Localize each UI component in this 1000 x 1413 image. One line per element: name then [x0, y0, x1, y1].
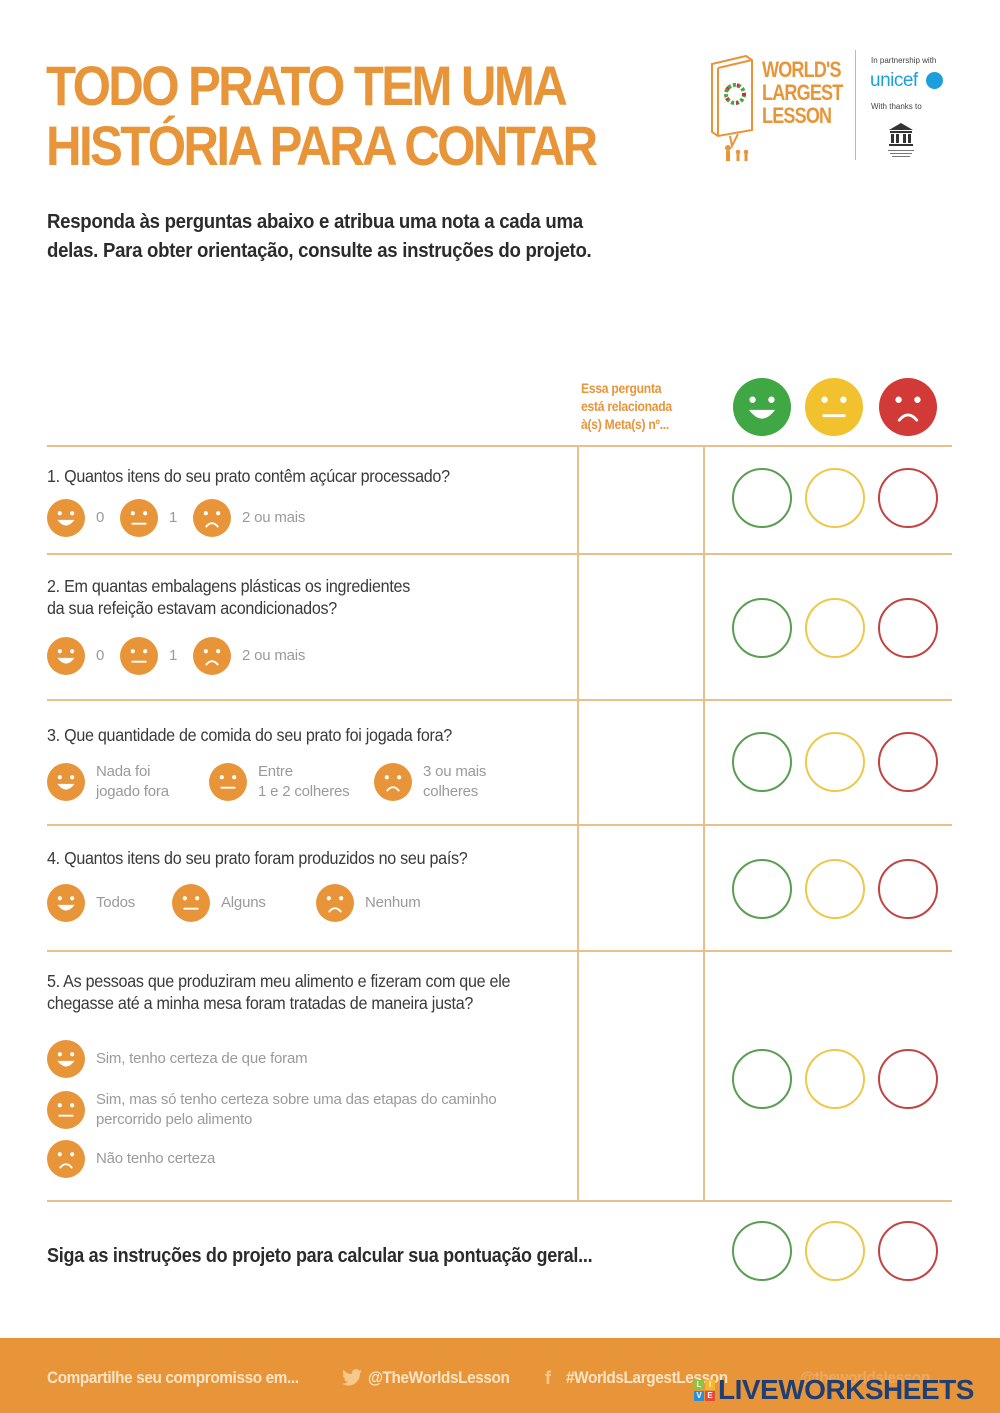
- sad-face-icon: [47, 1140, 85, 1178]
- happy-face-icon: [47, 763, 85, 801]
- answer-option: 2 ou mais: [193, 499, 305, 537]
- answer-option: Entre 1 e 2 colheres: [209, 762, 350, 802]
- column-divider: [577, 445, 579, 1200]
- instructions-text: Responda às perguntas abaixo e atribua u…: [47, 211, 592, 262]
- answer-option: Alguns: [172, 884, 266, 922]
- answer-option: Nada foi jogado fora: [47, 762, 169, 802]
- neutral-face-icon: [120, 637, 158, 675]
- unicef-globe-icon: [926, 72, 943, 89]
- instagram-handle-link[interactable]: @theworldslesson: [800, 1368, 930, 1387]
- row-divider: [47, 699, 952, 701]
- neutral-face-icon: [120, 499, 158, 537]
- overall-rating-yellow-circle[interactable]: [805, 1221, 865, 1281]
- rating-red-circle[interactable]: [878, 468, 938, 528]
- row-divider: [47, 950, 952, 952]
- logo-divider: [855, 50, 856, 160]
- header-happy-face-icon: [733, 378, 791, 436]
- title-line-1: TODO PRATO TEM UMA: [46, 54, 568, 117]
- rating-green-circle[interactable]: [732, 732, 792, 792]
- sad-face-icon: [193, 499, 231, 537]
- sad-face-icon: [193, 637, 231, 675]
- rating-green-circle[interactable]: [732, 468, 792, 528]
- footer-bar: Compartilhe seu compromisso em... @TheWo…: [0, 1338, 1000, 1413]
- unicef-logo: unicef: [870, 70, 918, 91]
- rating-red-circle[interactable]: [878, 859, 938, 919]
- happy-face-icon: [47, 884, 85, 922]
- wll-wordmark: WORLD'S LARGEST LESSON: [762, 57, 843, 128]
- live-blocks-icon: L I V E: [694, 1379, 715, 1401]
- rating-yellow-circle[interactable]: [805, 1049, 865, 1109]
- question-text: 5. As pessoas que produziram meu aliment…: [47, 971, 511, 1013]
- answer-option: 1: [120, 499, 177, 537]
- twitter-handle-link[interactable]: @TheWorldsLesson: [368, 1368, 510, 1387]
- unesco-temple-icon: [888, 123, 914, 157]
- thanks-text: With thanks to: [871, 102, 922, 111]
- answer-option: Sim, mas só tenho certeza sobre uma das …: [47, 1090, 497, 1130]
- answer-option: Todos: [47, 884, 135, 922]
- rating-green-circle[interactable]: [732, 598, 792, 658]
- rating-red-circle[interactable]: [878, 598, 938, 658]
- sad-face-icon: [316, 884, 354, 922]
- row-divider: [47, 445, 952, 447]
- rating-red-circle[interactable]: [878, 732, 938, 792]
- rating-green-circle[interactable]: [732, 1049, 792, 1109]
- goal-column-header: Essa pergunta está relacionada à(s) Meta…: [581, 381, 672, 432]
- book-logo-icon: [711, 54, 753, 161]
- liveworksheets-watermark: L I V E LIVEWORKSHEETS: [694, 1374, 974, 1406]
- neutral-face-icon: [172, 884, 210, 922]
- row-divider: [47, 553, 952, 555]
- answer-option: Sim, tenho certeza de que foram: [47, 1040, 308, 1078]
- question-text: 1. Quantos itens do seu prato contêm açú…: [47, 466, 450, 486]
- rating-yellow-circle[interactable]: [805, 468, 865, 528]
- rating-yellow-circle[interactable]: [805, 859, 865, 919]
- answer-option: 3 ou mais colheres: [374, 762, 486, 802]
- neutral-face-icon: [209, 763, 247, 801]
- overall-score-prompt: Siga as instruções do projeto para calcu…: [47, 1245, 593, 1267]
- header-sad-face-icon: [879, 378, 937, 436]
- twitter-bird-icon: [342, 1369, 362, 1386]
- page-title: TODO PRATO TEM UMA HISTÓRIA PARA CONTAR: [46, 54, 598, 177]
- overall-rating-red-circle[interactable]: [878, 1221, 938, 1281]
- share-text: Compartilhe seu compromisso em...: [47, 1368, 299, 1387]
- happy-face-icon: [47, 499, 85, 537]
- overall-rating-green-circle[interactable]: [732, 1221, 792, 1281]
- answer-option: 0: [47, 499, 104, 537]
- row-divider: [47, 824, 952, 826]
- question-text: 2. Em quantas embalagens plásticas os in…: [47, 576, 410, 618]
- rating-yellow-circle[interactable]: [805, 732, 865, 792]
- rating-yellow-circle[interactable]: [805, 598, 865, 658]
- title-line-2: HISTÓRIA PARA CONTAR: [46, 114, 598, 177]
- happy-face-icon: [47, 1040, 85, 1078]
- partnership-text: In partnership with: [871, 56, 937, 65]
- sad-face-icon: [374, 763, 412, 801]
- column-divider: [703, 445, 705, 1200]
- row-divider: [47, 1200, 952, 1202]
- answer-option: Não tenho certeza: [47, 1140, 215, 1178]
- happy-face-icon: [47, 637, 85, 675]
- question-text: 4. Quantos itens do seu prato foram prod…: [47, 848, 468, 868]
- question-text: 3. Que quantidade de comida do seu prato…: [47, 725, 452, 745]
- answer-option: 0: [47, 637, 104, 675]
- facebook-f-icon: f: [545, 1368, 551, 1388]
- liveworksheets-brand: LIVEWORKSHEETS: [718, 1374, 974, 1405]
- answer-option: 1: [120, 637, 177, 675]
- header-neutral-face-icon: [805, 378, 863, 436]
- rating-red-circle[interactable]: [878, 1049, 938, 1109]
- rating-green-circle[interactable]: [732, 859, 792, 919]
- facebook-hashtag-link[interactable]: #WorldsLargestLesson: [566, 1368, 728, 1387]
- neutral-face-icon: [47, 1091, 85, 1129]
- answer-option: 2 ou mais: [193, 637, 305, 675]
- worlds-largest-lesson-logo: WORLD'S LARGEST LESSON In partnership wi…: [708, 50, 953, 165]
- answer-option: Nenhum: [316, 884, 421, 922]
